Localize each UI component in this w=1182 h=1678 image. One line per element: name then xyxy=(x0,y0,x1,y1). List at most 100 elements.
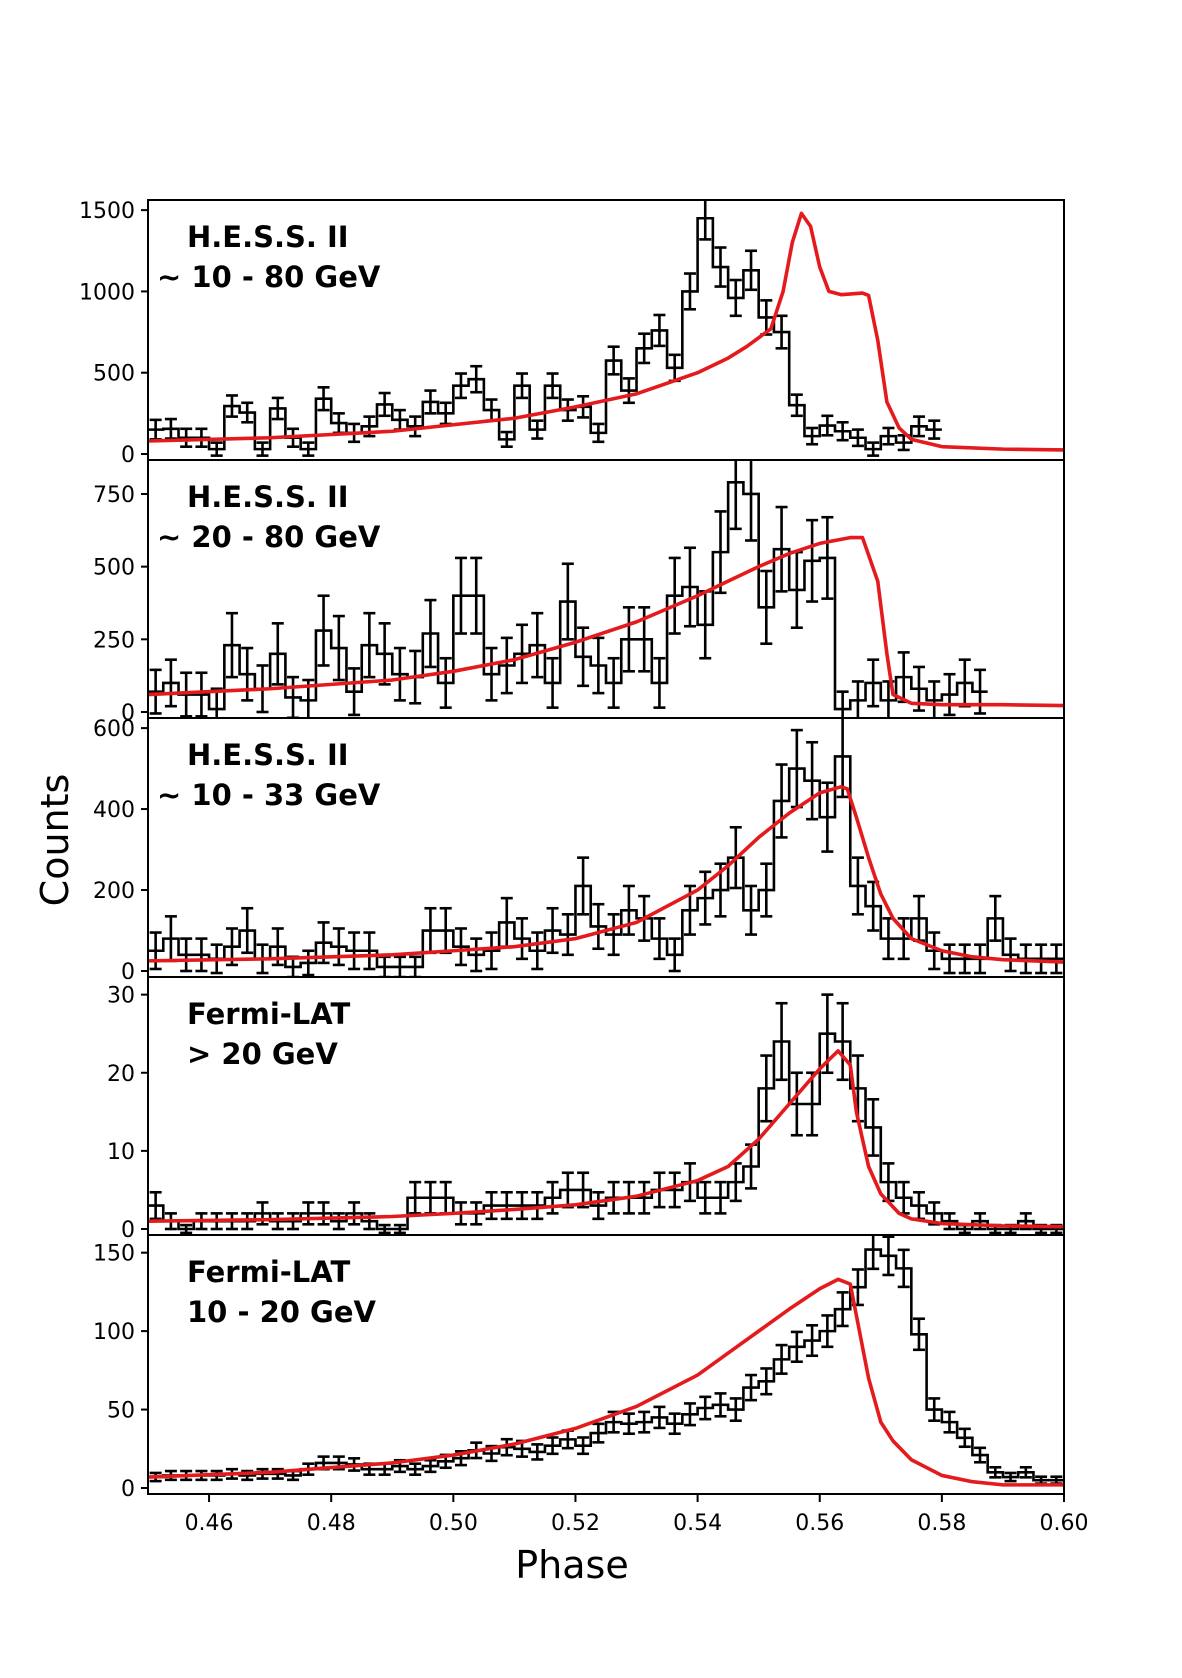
y-tick-label: 500 xyxy=(93,556,135,581)
error-bar xyxy=(943,943,956,975)
error-bar xyxy=(607,345,620,376)
x-axis-label: Phase xyxy=(515,1543,628,1587)
plot-area xyxy=(148,1235,1064,1487)
error-bar xyxy=(180,1223,193,1235)
error-bar xyxy=(348,667,361,717)
error-bar xyxy=(500,430,513,448)
error-bar xyxy=(592,636,605,695)
error-bar xyxy=(729,460,742,531)
x-tick-label: 0.48 xyxy=(307,1511,356,1536)
x-tick-label: 0.58 xyxy=(917,1511,966,1536)
error-bar xyxy=(699,1395,712,1421)
error-bar xyxy=(683,1402,696,1427)
error-bar xyxy=(806,426,819,446)
error-bar xyxy=(943,1410,956,1434)
error-bar xyxy=(622,884,635,936)
error-bar xyxy=(851,856,864,916)
x-tick-label: 0.52 xyxy=(551,1511,600,1536)
model-curve xyxy=(148,1049,1064,1229)
error-bar xyxy=(363,611,376,679)
error-bar xyxy=(836,718,849,799)
error-bar xyxy=(332,1212,345,1231)
error-bar xyxy=(653,917,666,961)
error-bar xyxy=(928,680,941,718)
error-bar xyxy=(668,1171,681,1209)
error-bar xyxy=(393,955,406,977)
error-bar xyxy=(424,389,437,415)
y-tick-label: 150 xyxy=(93,1242,135,1267)
error-bar xyxy=(546,906,559,955)
error-bar xyxy=(256,441,269,457)
y-tick-label: 10 xyxy=(107,1140,135,1165)
error-bar xyxy=(775,314,788,350)
error-bar xyxy=(454,927,467,967)
error-bar xyxy=(378,622,391,686)
y-tick-label: 0 xyxy=(121,443,135,468)
y-tick-label: 100 xyxy=(93,1320,135,1345)
error-bar xyxy=(851,680,864,718)
error-bar xyxy=(683,272,696,311)
y-tick-label: 0 xyxy=(121,1218,135,1243)
error-bar xyxy=(683,546,696,628)
y-tick-label: 750 xyxy=(93,483,135,508)
y-tick-label: 1500 xyxy=(79,199,135,224)
error-bar xyxy=(882,426,895,446)
error-bar xyxy=(989,894,1002,942)
error-bar xyxy=(516,372,529,400)
error-bar xyxy=(653,313,666,348)
error-bar xyxy=(439,656,452,709)
error-bar xyxy=(332,927,345,967)
error-bar xyxy=(928,931,941,971)
error-bar xyxy=(729,278,742,318)
error-bar xyxy=(760,1367,773,1396)
y-axis-label: Counts xyxy=(33,774,77,907)
error-bar xyxy=(912,1317,925,1352)
error-bar xyxy=(714,510,727,595)
error-bar xyxy=(577,626,590,688)
model-curve xyxy=(148,784,1064,964)
model-curve xyxy=(148,535,1064,708)
annotation-line: H.E.S.S. II xyxy=(187,480,349,514)
error-bar xyxy=(149,1190,162,1221)
error-bar xyxy=(882,1235,895,1277)
error-bar xyxy=(241,906,254,955)
error-bar xyxy=(699,1180,712,1215)
error-bar xyxy=(378,391,391,418)
panel-annotation: Fermi-LAT 10 - 20 GeV xyxy=(187,1255,377,1329)
error-bar xyxy=(424,598,437,669)
error-bar xyxy=(668,937,681,973)
error-bar xyxy=(531,1190,544,1221)
error-bar xyxy=(225,611,238,679)
annotation-line: H.E.S.S. II xyxy=(187,738,349,772)
error-bar xyxy=(577,1436,590,1456)
y-tick-label: 200 xyxy=(93,879,135,904)
panel-annotation: H.E.S.S. II ∼ 10 - 80 GeV xyxy=(157,220,381,294)
error-bar xyxy=(638,332,651,365)
error-bar xyxy=(271,396,284,421)
error-bar xyxy=(592,902,605,951)
panel-hess-10-80: 0 500 1000 1500 H.E.S.S. II ∼ 10 - 80 GeV xyxy=(79,199,1065,468)
plot-area xyxy=(148,718,1064,977)
error-bar xyxy=(393,646,406,702)
annotation-line: 10 - 20 GeV xyxy=(187,1295,377,1329)
error-bar xyxy=(821,1314,834,1349)
error-bar xyxy=(699,200,712,241)
error-bar xyxy=(409,415,422,438)
error-bar xyxy=(806,518,819,603)
error-bar xyxy=(531,611,544,679)
error-bar xyxy=(1050,943,1063,975)
error-bar xyxy=(454,372,467,400)
error-bar xyxy=(317,594,330,667)
error-bar xyxy=(699,870,712,926)
error-bar xyxy=(195,427,208,448)
error-bar xyxy=(195,937,208,973)
panel-annotation: H.E.S.S. II ∼ 20 - 80 GeV xyxy=(157,480,381,554)
error-bar xyxy=(546,372,559,400)
error-bar xyxy=(470,556,483,635)
y-tick-label: 250 xyxy=(93,628,135,653)
error-bar xyxy=(729,1397,742,1423)
plot-area xyxy=(148,200,1064,457)
error-bar xyxy=(241,401,254,424)
error-bar xyxy=(653,1405,666,1430)
error-bar xyxy=(622,606,635,673)
